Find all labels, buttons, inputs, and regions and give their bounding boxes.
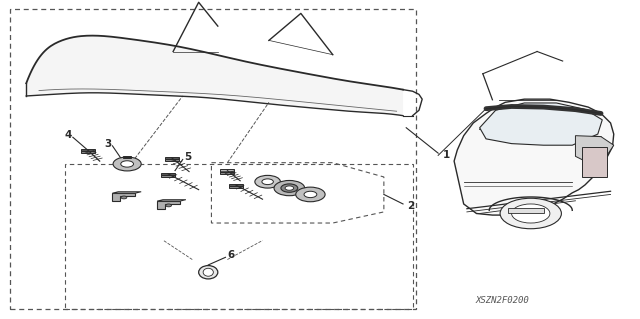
Circle shape xyxy=(500,198,561,229)
Text: 2: 2 xyxy=(408,201,415,211)
Polygon shape xyxy=(220,169,234,172)
Polygon shape xyxy=(454,99,614,215)
Polygon shape xyxy=(26,36,403,116)
Bar xyxy=(65,164,413,309)
Bar xyxy=(582,147,607,177)
Circle shape xyxy=(255,175,280,188)
Circle shape xyxy=(262,179,273,185)
Circle shape xyxy=(296,187,325,202)
Polygon shape xyxy=(161,175,175,177)
Circle shape xyxy=(285,186,294,190)
Polygon shape xyxy=(228,184,243,186)
Bar xyxy=(508,208,543,213)
Text: XSZN2F0200: XSZN2F0200 xyxy=(475,296,529,305)
Text: 6: 6 xyxy=(227,250,235,260)
Text: 1: 1 xyxy=(443,150,450,160)
Circle shape xyxy=(274,181,305,196)
Text: 3: 3 xyxy=(104,139,111,149)
Bar xyxy=(10,9,416,309)
Polygon shape xyxy=(157,201,180,209)
Polygon shape xyxy=(157,200,186,201)
Text: 4: 4 xyxy=(64,130,72,140)
Polygon shape xyxy=(575,136,614,163)
Polygon shape xyxy=(81,149,95,151)
Polygon shape xyxy=(220,172,234,174)
Circle shape xyxy=(304,191,317,197)
Polygon shape xyxy=(113,193,136,201)
Circle shape xyxy=(121,161,134,167)
Circle shape xyxy=(166,204,172,207)
Polygon shape xyxy=(123,156,131,157)
Polygon shape xyxy=(113,192,141,193)
Circle shape xyxy=(113,157,141,171)
Circle shape xyxy=(121,196,127,199)
Polygon shape xyxy=(161,173,175,175)
Text: 5: 5 xyxy=(184,152,192,162)
Polygon shape xyxy=(479,103,602,145)
Polygon shape xyxy=(165,159,179,161)
Circle shape xyxy=(281,184,298,192)
Ellipse shape xyxy=(203,268,213,276)
Polygon shape xyxy=(165,157,179,159)
Polygon shape xyxy=(81,151,95,153)
Polygon shape xyxy=(228,186,243,188)
Ellipse shape xyxy=(198,266,218,279)
Circle shape xyxy=(511,204,550,223)
Polygon shape xyxy=(123,157,131,158)
